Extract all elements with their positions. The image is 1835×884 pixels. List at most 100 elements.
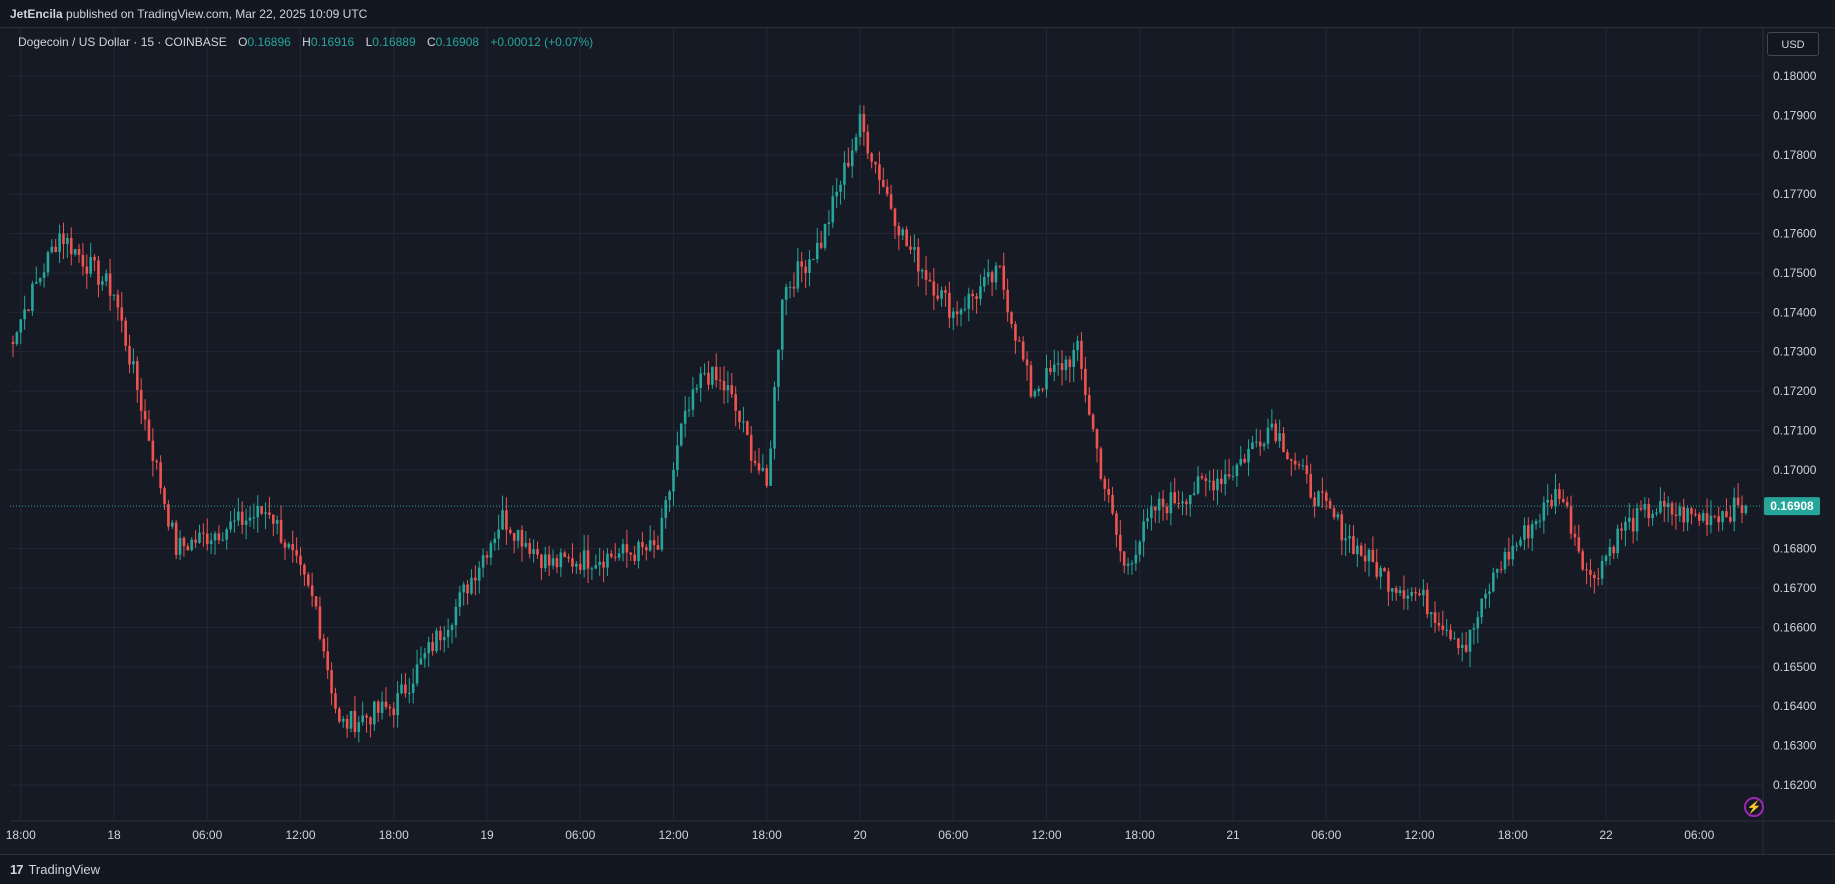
candle-body[interactable] [1290,459,1293,461]
candle-body[interactable] [1170,492,1173,513]
candle-body[interactable] [412,684,415,693]
candle-body[interactable] [719,380,722,381]
candle-body[interactable] [797,261,800,288]
candle-body[interactable] [746,421,749,435]
candle-body[interactable] [1212,481,1215,491]
candle-body[interactable] [1317,491,1320,506]
candle-body[interactable] [1088,395,1091,415]
candle-body[interactable] [400,685,403,694]
candle-body[interactable] [661,518,664,550]
candle-body[interactable] [1414,592,1417,593]
candle-body[interactable] [1480,599,1483,618]
candle-body[interactable] [1379,568,1382,577]
candle-body[interactable] [338,709,341,722]
candle-body[interactable] [1333,508,1336,517]
candle-body[interactable] [1515,545,1518,546]
candle-body[interactable] [241,512,244,525]
candle-body[interactable] [1084,369,1087,395]
candle-body[interactable] [183,538,186,546]
candle-body[interactable] [148,420,151,441]
candle-body[interactable] [1527,525,1530,538]
candle-body[interactable] [1566,502,1569,506]
candle-body[interactable] [785,287,788,300]
candle-body[interactable] [1737,498,1740,505]
candle-body[interactable] [1197,476,1200,493]
candle-body[interactable] [1189,495,1192,504]
candle-body[interactable] [490,543,493,557]
candle-body[interactable] [1601,561,1604,578]
candle-body[interactable] [591,568,594,569]
candle-body[interactable] [1609,547,1612,556]
candle-body[interactable] [1325,493,1328,501]
candle-body[interactable] [921,270,924,272]
candle-body[interactable] [598,562,601,565]
candle-body[interactable] [377,702,380,713]
candle-body[interactable] [369,717,372,724]
candle-body[interactable] [93,257,96,260]
candle-body[interactable] [1461,645,1464,648]
candle-body[interactable] [696,388,699,389]
candle-body[interactable] [633,554,636,561]
candle-body[interactable] [447,630,450,637]
candle-body[interactable] [769,449,772,486]
candle-body[interactable] [276,520,279,524]
candle-body[interactable] [1294,461,1297,465]
currency-button[interactable]: USD [1767,32,1819,56]
candle-body[interactable] [451,625,454,630]
candle-body[interactable] [637,542,640,561]
candle-body[interactable] [307,575,310,586]
candle-body[interactable] [1710,516,1713,525]
candle-body[interactable] [1508,552,1511,560]
candle-body[interactable] [1247,449,1250,462]
candle-body[interactable] [350,711,353,729]
candle-body[interactable] [1119,535,1122,551]
candle-body[interactable] [1570,506,1573,534]
candle-body[interactable] [1034,391,1037,396]
candle-body[interactable] [1092,415,1095,429]
candle-body[interactable] [1158,499,1161,511]
candle-body[interactable] [1640,508,1643,509]
candle-body[interactable] [260,506,263,514]
candle-body[interactable] [1282,433,1285,452]
candle-body[interactable] [501,510,504,529]
candle-body[interactable] [408,693,411,694]
candle-body[interactable] [1138,542,1141,555]
candle-body[interactable] [361,715,364,722]
candle-body[interactable] [1500,569,1503,570]
candle-body[interactable] [560,553,563,568]
candle-body[interactable] [936,295,939,298]
candle-body[interactable] [1274,424,1277,441]
candle-body[interactable] [933,281,936,295]
candle-body[interactable] [357,722,360,732]
candle-body[interactable] [1682,507,1685,522]
candle-body[interactable] [354,711,357,732]
candle-body[interactable] [443,637,446,640]
candle-body[interactable] [622,544,625,553]
candle-body[interactable] [1360,546,1363,556]
candle-body[interactable] [548,554,551,565]
candle-body[interactable] [1131,563,1134,564]
candle-body[interactable] [462,585,465,593]
candle-body[interactable] [509,530,512,533]
candle-body[interactable] [385,702,388,707]
candle-body[interactable] [78,249,81,255]
candle-body[interactable] [1026,359,1029,365]
candle-body[interactable] [206,534,209,545]
candle-body[interactable] [711,367,714,385]
candle-body[interactable] [39,278,42,282]
candle-body[interactable] [1006,290,1009,312]
candle-body[interactable] [727,385,730,390]
candle-body[interactable] [1550,500,1553,507]
candle-body[interactable] [1636,508,1639,531]
candle-body[interactable] [152,441,155,461]
candle-body[interactable] [715,367,718,380]
candle-body[interactable] [194,540,197,543]
candle-body[interactable] [1181,502,1184,504]
candle-body[interactable] [136,361,139,390]
candle-body[interactable] [1142,521,1145,541]
candle-body[interactable] [74,249,77,254]
candle-body[interactable] [1352,536,1355,554]
candle-body[interactable] [1519,540,1522,546]
candle-body[interactable] [1123,551,1126,565]
